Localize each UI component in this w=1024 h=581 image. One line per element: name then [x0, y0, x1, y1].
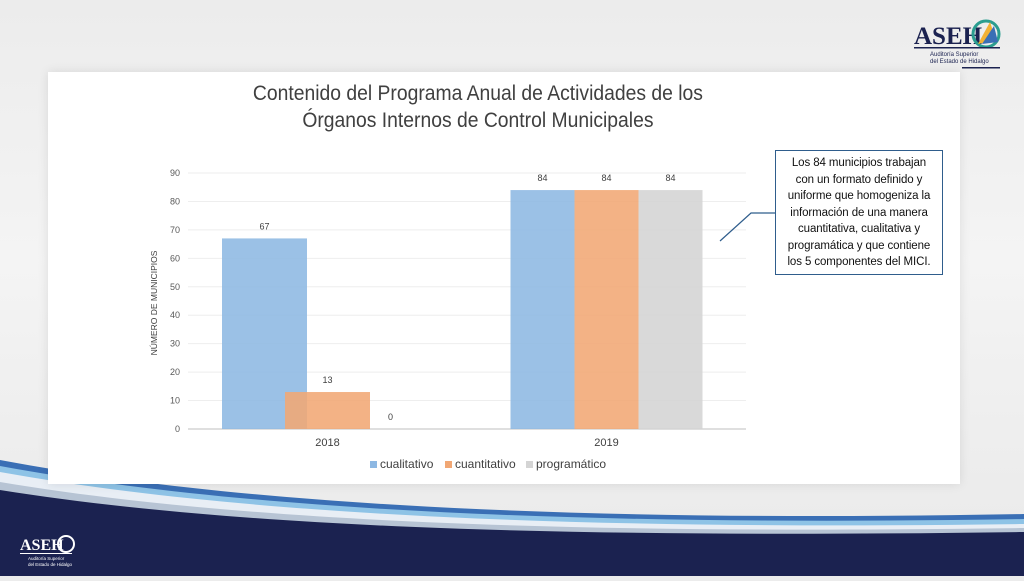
y-tick-label: 90	[170, 168, 180, 178]
x-tick-label: 2019	[594, 437, 618, 449]
chart-title-line2: Órganos Internos de Control Municipales	[302, 109, 654, 132]
y-tick-label: 70	[170, 225, 180, 235]
footer-swoosh-graphic	[0, 460, 1024, 576]
y-tick-label: 10	[170, 396, 180, 406]
legend-swatch-programático	[526, 461, 533, 468]
data-label: 0	[388, 412, 393, 422]
legend-swatch-cuantitativo	[445, 461, 452, 468]
data-label: 84	[665, 173, 675, 183]
y-tick-label: 50	[170, 282, 180, 292]
legend-label: cuantitativo	[455, 457, 516, 471]
data-label: 84	[601, 173, 611, 183]
bar-cualitativo-2019	[510, 190, 575, 429]
x-tick-label: 2018	[315, 437, 339, 449]
aseh-logo-footer: ASEH Auditoría Superior del Estado de Hi…	[18, 532, 84, 572]
footer-band	[0, 452, 1024, 576]
legend-label: cualitativo	[380, 457, 434, 471]
chart-title-line1: Contenido del Programa Anual de Activida…	[252, 82, 703, 105]
legend-label: programático	[536, 457, 606, 471]
callout-box: Los 84 municipios trabajan con un format…	[775, 150, 943, 275]
bar-cuantitativo-2018	[285, 392, 370, 429]
y-tick-label: 0	[175, 424, 180, 434]
legend-swatch-cualitativo	[370, 461, 377, 468]
y-tick-label: 60	[170, 253, 180, 263]
aseh-logo: ASEH Auditoría Superior del Estado de Hi…	[912, 14, 1012, 74]
callout-connector	[719, 212, 775, 242]
logo-subtitle-2: del Estado de Hidalgo	[930, 59, 989, 65]
y-tick-label: 80	[170, 196, 180, 206]
y-tick-label: 20	[170, 367, 180, 377]
data-label: 67	[259, 221, 269, 231]
y-tick-label: 30	[170, 339, 180, 349]
chart-panel: Contenido del Programa Anual de Activida…	[48, 72, 960, 484]
bar-cuantitativo-2019	[574, 190, 639, 429]
logo-subtitle-1: Auditoría Superior	[930, 52, 978, 58]
data-label: 13	[322, 375, 332, 385]
chart-title: Contenido del Programa Anual de Activida…	[178, 80, 778, 134]
y-axis-label: NÚMERO DE MUNICIPIOS	[149, 250, 159, 355]
bar-programático-2019	[638, 190, 703, 429]
callout-text: Los 84 municipios trabajan con un format…	[787, 157, 931, 268]
data-label: 84	[537, 173, 547, 183]
footer-logo-name-text: ASEH	[20, 537, 64, 554]
logo-name-text: ASEH	[914, 23, 983, 50]
footer-logo-subtitle-2: del Estado de Hidalgo	[28, 562, 73, 567]
y-tick-label: 40	[170, 310, 180, 320]
footer-logo-subtitle-1: Auditoría Superior	[28, 556, 65, 561]
